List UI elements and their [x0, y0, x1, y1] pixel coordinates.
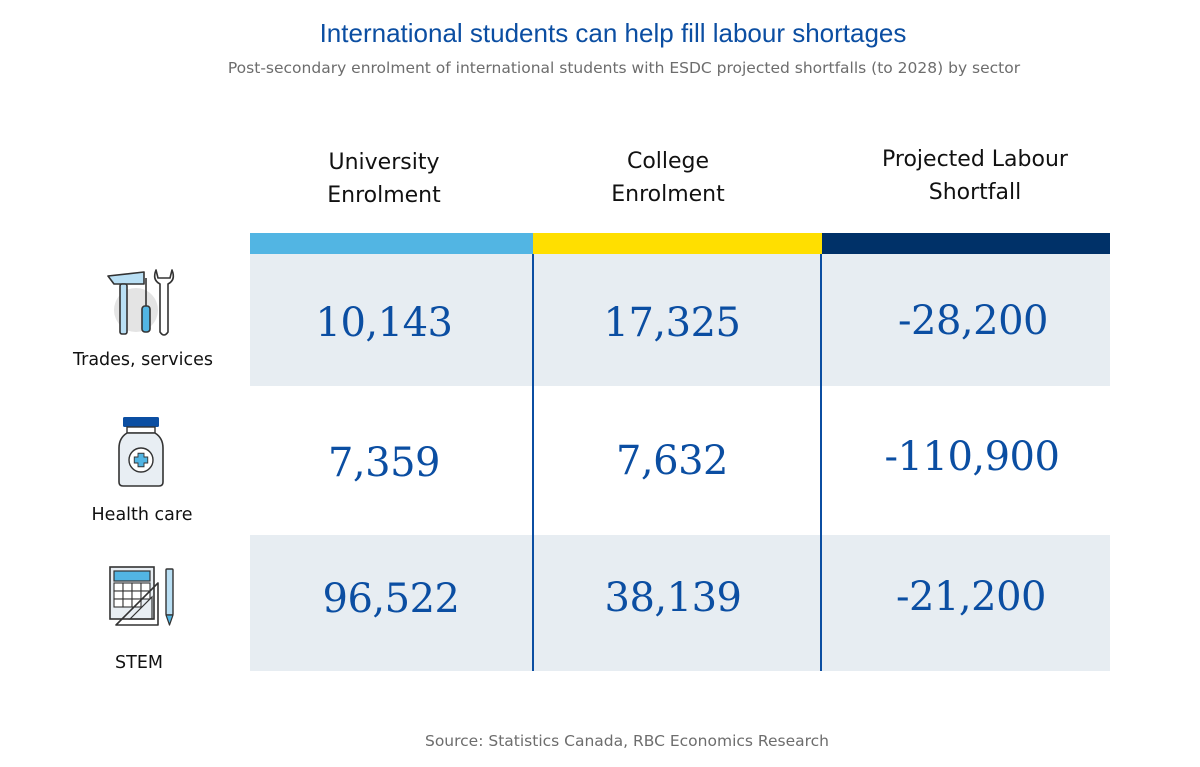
column-bar-university [250, 233, 533, 254]
row-label-health: Health care [91, 505, 193, 525]
cell-trades-shortfall: -28,200 [898, 298, 1048, 344]
column-header-line: Projected Labour [882, 147, 1068, 172]
column-divider [820, 254, 822, 671]
chart-subtitle: Post-secondary enrolment of internationa… [227, 59, 1021, 77]
row-label-stem: STEM [115, 653, 163, 673]
row-band-trades [250, 254, 1110, 386]
cell-health-college: 7,632 [615, 438, 729, 484]
column-header-shortfall: Projected Labour Shortfall [823, 143, 1127, 209]
row-label-trades: Trades, services [73, 350, 213, 370]
column-header-college: College Enrolment [533, 145, 803, 211]
chart-title: International students can help fill lab… [319, 18, 907, 48]
cell-stem-shortfall: -21,200 [896, 574, 1046, 620]
column-bar-college [533, 233, 822, 254]
column-header-line: Shortfall [928, 180, 1022, 205]
drafting-tools-icon [109, 566, 174, 626]
cell-health-shortfall: -110,900 [884, 434, 1060, 480]
cell-trades-college: 17,325 [603, 300, 741, 346]
column-header-line: Enrolment [611, 182, 725, 207]
column-header-line: College [626, 149, 710, 174]
cell-stem-college: 38,139 [604, 575, 742, 621]
column-divider [532, 254, 534, 671]
cell-stem-university: 96,522 [322, 576, 460, 622]
cell-trades-university: 10,143 [315, 300, 453, 346]
source-note: Source: Statistics Canada, RBC Economics… [424, 732, 829, 750]
row-band-stem [250, 535, 1110, 671]
column-bar-shortfall [822, 233, 1110, 254]
cell-health-university: 7,359 [327, 440, 441, 486]
tools-icon [107, 269, 175, 336]
medicine-bottle-icon [118, 417, 164, 487]
column-header-line: University [328, 150, 440, 175]
column-header-line: Enrolment [327, 183, 441, 208]
column-header-university: University Enrolment [250, 146, 518, 212]
